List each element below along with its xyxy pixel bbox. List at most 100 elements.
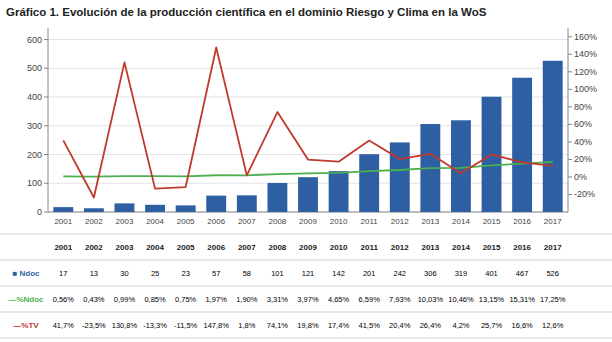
data-label: 121 [302,269,315,278]
bar [237,195,257,212]
y2-tick-label: 140% [574,49,597,59]
y2-tick [568,159,572,160]
chart: Gráfico 1. Evolución de la producción ci… [0,0,612,342]
x-tick-label: 2016 [513,217,531,226]
table-header: 2005 [177,243,195,252]
y2-tick [568,89,572,90]
table-header: 2012 [391,243,409,252]
grid-line [48,39,568,40]
data-label: 17,25% [540,295,566,304]
data-label: 1,90% [236,295,258,304]
data-label: 3,31% [267,295,289,304]
y-tick-label: 300 [27,121,42,131]
y2-tick [568,36,572,37]
data-label: 58 [243,269,251,278]
data-label: 10,46% [448,295,474,304]
x-labels: 2001200220032004200520062007200820092010… [54,217,562,226]
data-label: 12,6% [542,321,564,330]
table-header: 2017 [544,243,562,252]
bar [53,207,73,212]
data-label: 25 [151,269,159,278]
data-label: 13 [90,269,98,278]
grid [48,40,568,213]
data-label: 101 [271,269,284,278]
data-label: 23 [181,269,189,278]
y2-tick [568,194,572,195]
table-header: 2001 [54,243,72,252]
data-label: 19,8% [297,321,319,330]
y2-tick [568,106,572,107]
data-label: 0,85% [144,295,166,304]
data-label: 4,65% [328,295,350,304]
table-header: 2015 [483,243,501,252]
data-label: 201 [363,269,376,278]
x-tick-label: 2005 [177,217,195,226]
table-header: 2014 [452,243,470,252]
marks [53,47,562,212]
y-tick [44,39,48,40]
data-label: 242 [394,269,407,278]
x-tick-label: 2007 [238,217,256,226]
data-label: 147,8% [204,321,230,330]
y-tick-label: 600 [27,35,42,45]
data-table: 2001200220032004200520062007200820092010… [0,234,612,338]
data-label: 4,2% [452,321,469,330]
data-label: 1,8% [238,321,255,330]
table-header: 2010 [330,243,348,252]
bar [329,171,349,212]
data-label: 30 [120,269,128,278]
x-tick-label: 2011 [361,217,379,226]
x-tick-label: 2006 [207,217,225,226]
data-label: -13,3% [143,321,167,330]
table-row-label: —%TV [13,321,39,330]
x-tick-label: 2003 [116,217,134,226]
y-tick [44,68,48,69]
y2-tick [568,54,572,55]
x-tick-label: 2017 [544,217,562,226]
bar [359,154,379,212]
bar [206,196,226,212]
bar [543,61,563,212]
data-label: 467 [516,269,529,278]
data-label: 1,97% [206,295,228,304]
table-rule [0,260,612,261]
data-label: -11,5% [174,321,198,330]
x-tick-label: 2013 [421,217,439,226]
y-tick [44,212,48,213]
y-tick-label: 400 [27,92,42,102]
data-label: 0,56% [53,295,75,304]
bar [512,78,532,212]
x-tick-label: 2001 [54,217,72,226]
data-label: 74,1% [267,321,289,330]
y2-tick-label: 60% [574,119,592,129]
data-label: 41,7% [53,321,75,330]
table-header: 2016 [513,243,531,252]
y-tick [44,125,48,126]
data-label: 306 [424,269,437,278]
table-header: 2008 [269,243,287,252]
x-tick-label: 2012 [391,217,409,226]
data-label: 0,75% [175,295,197,304]
data-label: 41,5% [359,321,381,330]
data-label: 15,31% [509,295,535,304]
y2-tick-label: 120% [574,67,597,77]
data-label: 10,03% [418,295,444,304]
table-header: 2004 [146,243,164,252]
data-label: 526 [546,269,559,278]
x-tick-label: 2014 [452,217,470,226]
x-tick-label: 2008 [269,217,287,226]
x-tick-label: 2009 [299,217,317,226]
y2-tick [568,176,572,177]
table-row-label: —%Ndoc [8,295,44,304]
data-label: 13,15% [479,295,505,304]
bar [267,183,287,212]
table-header: 2002 [85,243,103,252]
data-label: 0,99% [114,295,136,304]
table-rule [0,338,612,339]
data-label: -23,5% [82,321,106,330]
table-rule [0,234,612,235]
y-tick-label: 0 [37,207,42,217]
y2-tick-label: 100% [574,84,597,94]
y-axis-line [48,28,49,212]
table-header: 2011 [360,243,378,252]
